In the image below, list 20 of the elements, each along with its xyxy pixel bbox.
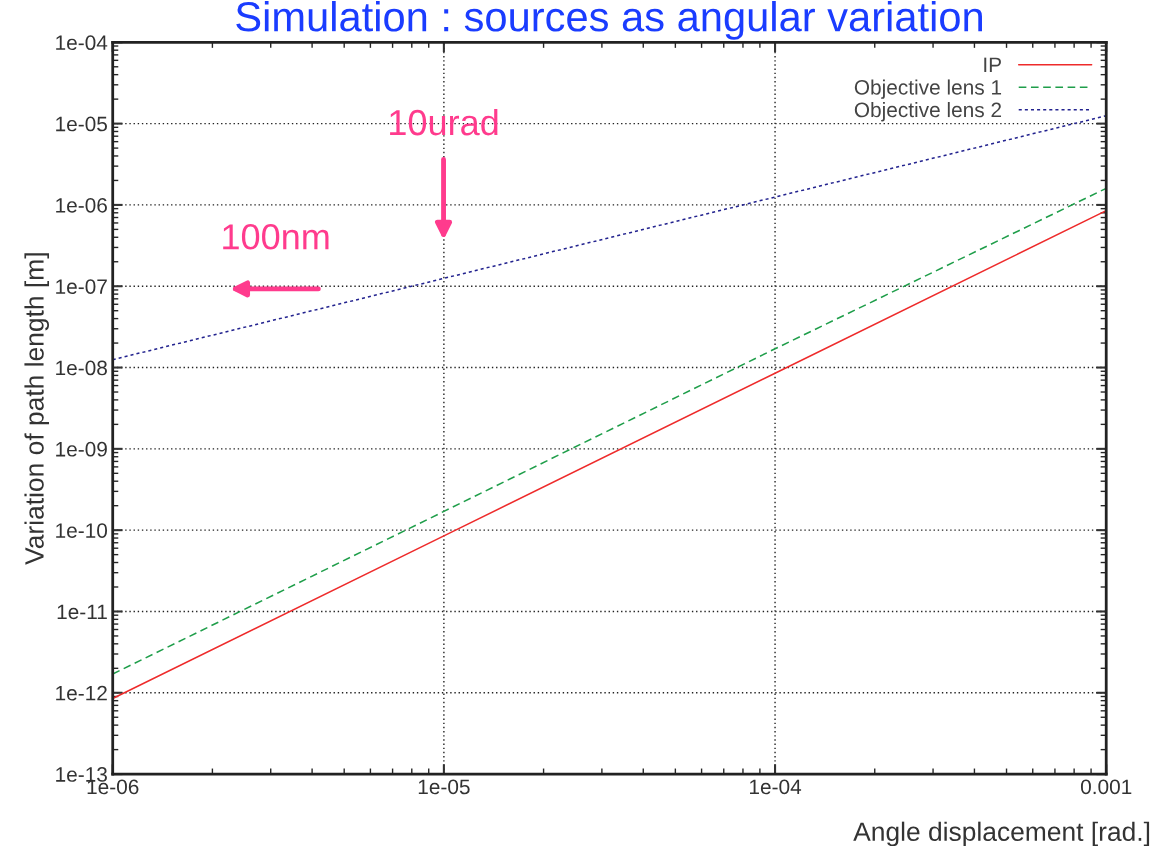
y-tick-label: 1e-05 — [56, 116, 107, 132]
y-axis-title: Variation of path length [m] — [24, 253, 50, 565]
y-tick-label: 1e-04 — [56, 35, 108, 51]
legend-label: Objective lens 1 — [854, 79, 1002, 99]
legend-label: IP — [984, 57, 1001, 72]
legend-label: Objective lens 2 — [854, 101, 1002, 122]
x-tick-label: 0.001 — [1080, 779, 1132, 795]
y-tick-label: 1e-11 — [57, 604, 107, 620]
chart-title: Simulation : sources as angular variation — [236, 0, 982, 40]
y-tick-label: 1e-07 — [56, 279, 107, 294]
annotation: 10urad — [390, 108, 498, 136]
y-tick-label: 1e-10 — [56, 523, 108, 538]
x-tick-label: 1e-04 — [750, 779, 802, 795]
x-axis-title: Angle displacement [rad.] — [853, 821, 1150, 846]
y-tick-label: 1e-12 — [56, 685, 107, 701]
x-tick-label: 1e-05 — [418, 779, 470, 795]
y-tick-label: 1e-06 — [56, 197, 107, 213]
y-tick-label: 1e-09 — [56, 441, 107, 457]
y-tick-label: 1e-08 — [56, 360, 107, 376]
annotation: 100nm — [223, 224, 329, 250]
